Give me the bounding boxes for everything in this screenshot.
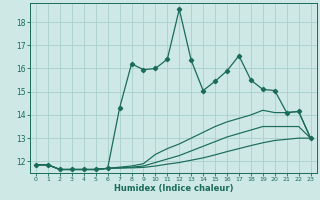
X-axis label: Humidex (Indice chaleur): Humidex (Indice chaleur): [114, 184, 233, 193]
